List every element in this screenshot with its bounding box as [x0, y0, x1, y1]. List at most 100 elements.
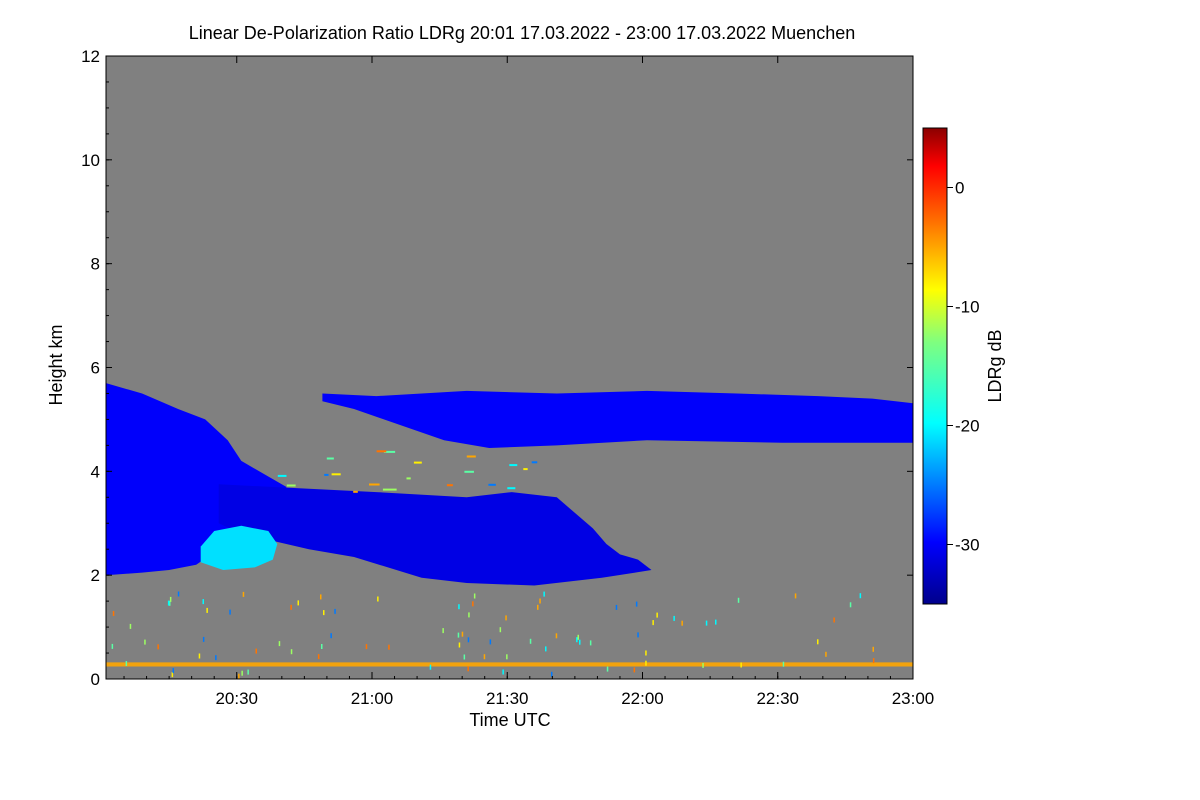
y-tick-label: 12 — [81, 47, 100, 66]
noise-speck — [177, 591, 180, 597]
noise-speck — [467, 666, 469, 672]
noise-speck — [635, 601, 638, 607]
noise-speck — [467, 637, 470, 643]
cloud-layer-2 — [218, 484, 652, 586]
noise-speck — [489, 639, 492, 645]
noise-speck — [382, 488, 397, 491]
noise-speck — [529, 638, 532, 644]
noise-speck — [488, 483, 496, 486]
noise-speck — [238, 673, 240, 679]
noise-speck — [543, 591, 545, 597]
x-tick-label: 22:00 — [621, 689, 664, 708]
cloud-layers — [106, 383, 913, 667]
noise-speck — [539, 598, 541, 604]
noise-speck — [461, 631, 464, 637]
noise-speck — [705, 620, 708, 626]
noise-speck — [464, 470, 474, 473]
colorbar-tick-label: -20 — [955, 417, 980, 436]
cloud-layer-4 — [200, 525, 278, 570]
colorbar-gradient — [922, 127, 948, 605]
noise-speck — [297, 600, 299, 606]
noise-speck — [545, 646, 547, 652]
noise-speck — [326, 457, 334, 460]
noise-speck — [388, 644, 390, 650]
noise-speck — [473, 593, 476, 599]
x-axis: 20:30 21:00 21:30 22:00 22:30 23:00 — [123, 56, 935, 708]
y-tick-label: 2 — [91, 566, 100, 585]
noise-speck — [353, 490, 358, 493]
noise-speck — [334, 608, 336, 614]
noise-speck — [442, 628, 444, 634]
noise-speck — [577, 634, 579, 640]
noise-speck — [740, 662, 742, 668]
noise-speck — [872, 646, 874, 652]
cloud-layer-3 — [322, 390, 913, 448]
y-tick-label: 8 — [91, 255, 100, 274]
noise-speck — [323, 610, 325, 616]
plot-background — [106, 56, 913, 679]
noise-speck — [365, 644, 368, 650]
noise-speck — [468, 612, 470, 618]
noise-speck — [782, 661, 785, 667]
noise-speck — [737, 597, 740, 603]
noise-speck — [255, 648, 257, 654]
noise-speck — [330, 633, 332, 639]
noise-speck — [242, 591, 245, 597]
noise-speck — [652, 620, 654, 626]
noise-speck — [458, 642, 461, 648]
noise-speck — [505, 615, 507, 621]
noise-specks — [111, 450, 875, 679]
noise-speck — [615, 604, 618, 610]
noise-speck — [645, 660, 647, 666]
colorbar-tick-label: -30 — [955, 536, 980, 555]
noise-speck — [215, 655, 217, 661]
noise-speck — [681, 620, 683, 626]
noise-speck — [206, 607, 208, 613]
noise-speck — [406, 477, 411, 480]
noise-speck — [576, 637, 578, 643]
x-tick-label: 23:00 — [892, 689, 935, 708]
noise-speck — [794, 593, 797, 599]
noise-speck — [286, 484, 296, 487]
noise-speck — [171, 672, 174, 678]
noise-speck — [157, 644, 159, 650]
noise-speck — [457, 632, 460, 638]
noise-speck — [324, 473, 329, 476]
noise-speck — [172, 668, 174, 674]
noise-speck — [446, 484, 453, 487]
noise-speck — [859, 593, 862, 599]
x-tick-label: 21:30 — [486, 689, 529, 708]
noise-speck — [606, 666, 609, 672]
noise-speck — [637, 632, 639, 638]
noise-speck — [229, 609, 231, 615]
noise-speck — [656, 612, 658, 618]
noise-speck — [531, 461, 538, 464]
noise-speck — [507, 487, 516, 490]
noise-speck — [463, 654, 466, 660]
noise-speck — [413, 461, 422, 464]
noise-speck — [702, 662, 704, 668]
colorbar-tick-label: 0 — [955, 179, 964, 198]
cloud-layer-5 — [106, 662, 913, 667]
noise-speck — [277, 474, 287, 477]
noise-speck — [502, 669, 504, 675]
noise-speck — [817, 639, 819, 645]
noise-speck — [715, 619, 717, 625]
noise-speck — [169, 600, 171, 606]
noise-speck — [509, 464, 518, 467]
noise-speck — [429, 664, 432, 670]
y-tick-label: 4 — [91, 462, 100, 481]
noise-speck — [499, 627, 502, 633]
noise-speck — [290, 604, 292, 610]
y-axis-label: Height km — [46, 324, 66, 405]
noise-speck — [555, 633, 558, 639]
colorbar-ticks: 0 -10 -20 -30 — [947, 179, 980, 555]
noise-speck — [331, 473, 341, 476]
noise-speck — [825, 651, 827, 657]
noise-speck — [317, 654, 320, 660]
noise-speck — [202, 599, 204, 605]
noise-speck — [241, 670, 243, 676]
noise-speck — [129, 623, 132, 629]
